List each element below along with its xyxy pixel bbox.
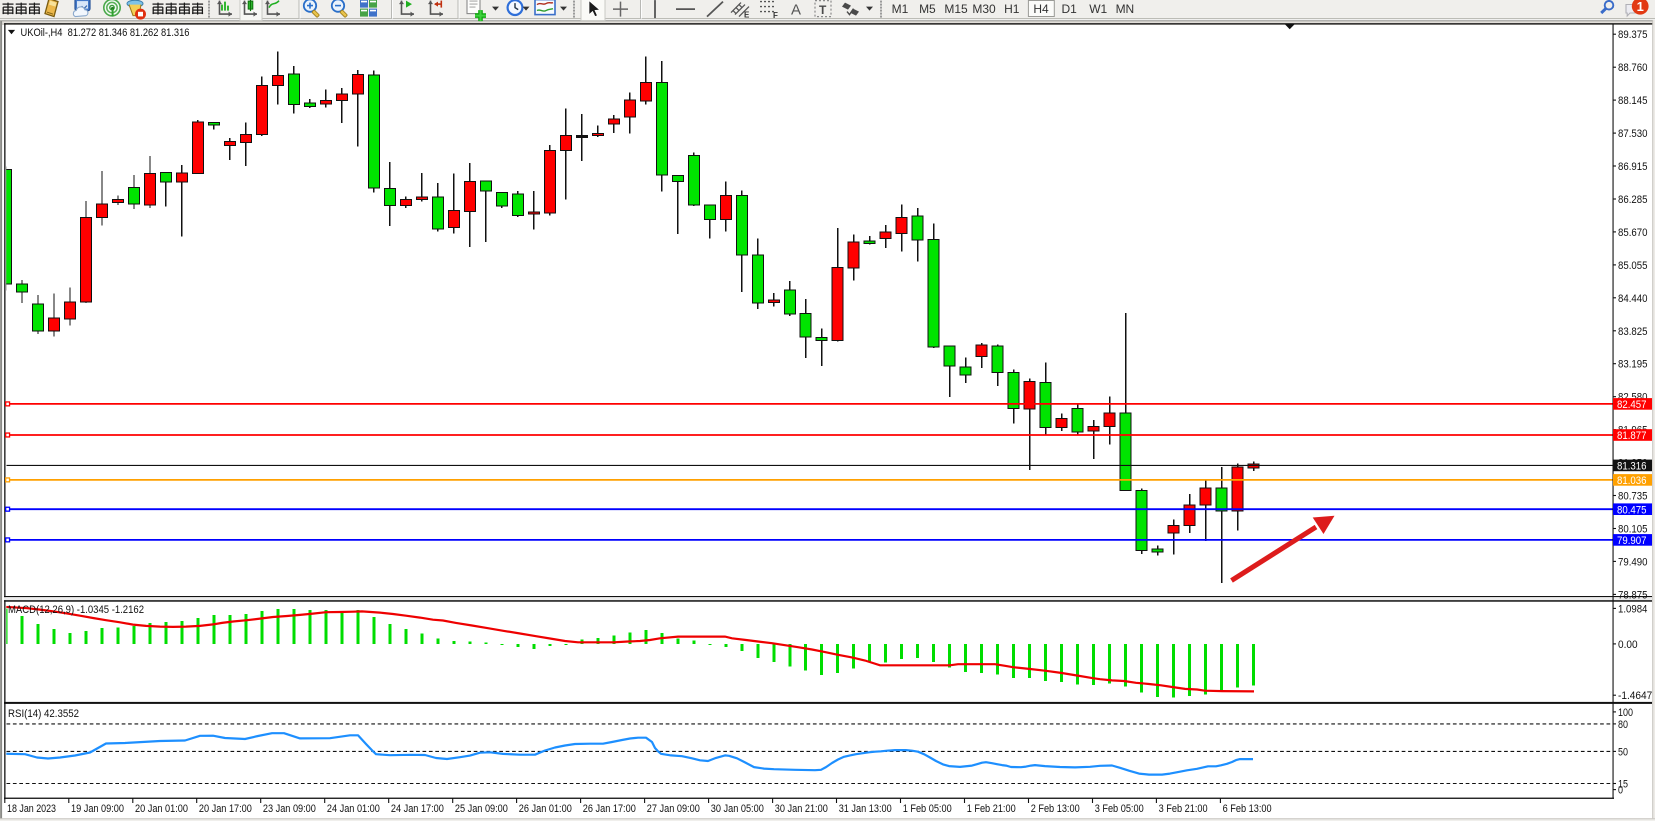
svg-text:88.145: 88.145 xyxy=(1618,95,1648,107)
svg-text:F: F xyxy=(773,11,778,20)
svg-text:80.105: 80.105 xyxy=(1618,524,1648,536)
svg-text:78.875: 78.875 xyxy=(1618,589,1648,601)
svg-text:18 Jan 2023: 18 Jan 2023 xyxy=(7,803,56,815)
svg-text:2 Feb 13:00: 2 Feb 13:00 xyxy=(1031,803,1080,815)
svg-text:87.530: 87.530 xyxy=(1618,128,1648,140)
svg-text:A: A xyxy=(791,2,801,19)
svg-text:UKOil-,H4 81.272 81.346 81.26: UKOil-,H4 81.272 81.346 81.262 81.316 xyxy=(21,27,190,39)
svg-text:1: 1 xyxy=(1637,0,1644,14)
svg-text:81.877: 81.877 xyxy=(1617,430,1647,442)
svg-text:84.440: 84.440 xyxy=(1618,293,1648,305)
svg-text:0.00: 0.00 xyxy=(1618,639,1638,651)
svg-text:25 Jan 09:00: 25 Jan 09:00 xyxy=(455,803,508,815)
svg-text:3 Feb 21:00: 3 Feb 21:00 xyxy=(1159,803,1208,815)
svg-text:RSI(14) 42.3552: RSI(14) 42.3552 xyxy=(8,708,79,720)
svg-text:85.055: 85.055 xyxy=(1618,260,1648,272)
svg-text:19 Jan 09:00: 19 Jan 09:00 xyxy=(71,803,124,815)
svg-text:81.036: 81.036 xyxy=(1617,475,1647,487)
svg-text:0: 0 xyxy=(1618,785,1623,797)
svg-text:30 Jan 21:00: 30 Jan 21:00 xyxy=(775,803,828,815)
svg-text:1.0984: 1.0984 xyxy=(1618,603,1647,615)
svg-text:M1: M1 xyxy=(892,2,909,16)
svg-text:1 Feb 21:00: 1 Feb 21:00 xyxy=(967,803,1016,815)
svg-text:M5: M5 xyxy=(919,2,936,16)
svg-text:24 Jan 01:00: 24 Jan 01:00 xyxy=(327,803,380,815)
svg-text:31 Jan 13:00: 31 Jan 13:00 xyxy=(839,803,892,815)
svg-text:24 Jan 17:00: 24 Jan 17:00 xyxy=(391,803,444,815)
svg-text:E: E xyxy=(744,11,750,20)
svg-text:26 Jan 17:00: 26 Jan 17:00 xyxy=(583,803,636,815)
svg-text:20 Jan 17:00: 20 Jan 17:00 xyxy=(199,803,252,815)
svg-text:D1: D1 xyxy=(1062,2,1078,16)
svg-text:15: 15 xyxy=(1618,779,1628,791)
svg-text:T: T xyxy=(819,3,827,17)
svg-text:80.475: 80.475 xyxy=(1617,504,1647,516)
svg-text:50: 50 xyxy=(1618,746,1628,758)
svg-text:23 Jan 09:00: 23 Jan 09:00 xyxy=(263,803,316,815)
svg-text:20 Jan 01:00: 20 Jan 01:00 xyxy=(135,803,188,815)
svg-text:79.907: 79.907 xyxy=(1617,535,1647,547)
svg-text:M30: M30 xyxy=(972,2,996,16)
svg-text:80.735: 80.735 xyxy=(1618,491,1648,503)
svg-text:30 Jan 05:00: 30 Jan 05:00 xyxy=(711,803,764,815)
svg-text:6 Feb 13:00: 6 Feb 13:00 xyxy=(1223,803,1272,815)
svg-text:83.825: 83.825 xyxy=(1618,326,1648,338)
svg-text:86.915: 86.915 xyxy=(1618,161,1648,173)
svg-text:79.490: 79.490 xyxy=(1618,556,1648,568)
svg-text:85.670: 85.670 xyxy=(1618,227,1648,239)
svg-text:86.285: 86.285 xyxy=(1618,194,1648,206)
svg-text:1 Feb 05:00: 1 Feb 05:00 xyxy=(903,803,952,815)
svg-text:80: 80 xyxy=(1618,719,1628,731)
svg-text:27 Jan 09:00: 27 Jan 09:00 xyxy=(647,803,700,815)
svg-text:H4: H4 xyxy=(1033,2,1049,16)
svg-text:W1: W1 xyxy=(1089,2,1107,16)
svg-text:-1.4647: -1.4647 xyxy=(1618,690,1652,702)
svg-text:81.316: 81.316 xyxy=(1617,461,1647,473)
svg-text:100: 100 xyxy=(1618,707,1633,719)
svg-text:83.195: 83.195 xyxy=(1618,359,1648,371)
svg-text:82.457: 82.457 xyxy=(1617,399,1647,411)
svg-text:88.760: 88.760 xyxy=(1618,62,1648,74)
svg-text:3 Feb 05:00: 3 Feb 05:00 xyxy=(1095,803,1144,815)
svg-text:MN: MN xyxy=(1116,2,1135,16)
svg-text:M15: M15 xyxy=(944,2,968,16)
svg-text:89.375: 89.375 xyxy=(1618,29,1648,41)
svg-text:26 Jan 01:00: 26 Jan 01:00 xyxy=(519,803,572,815)
svg-text:MACD(12,26,9) -1.0345 -1.2162: MACD(12,26,9) -1.0345 -1.2162 xyxy=(8,604,144,616)
svg-text:H1: H1 xyxy=(1004,2,1020,16)
